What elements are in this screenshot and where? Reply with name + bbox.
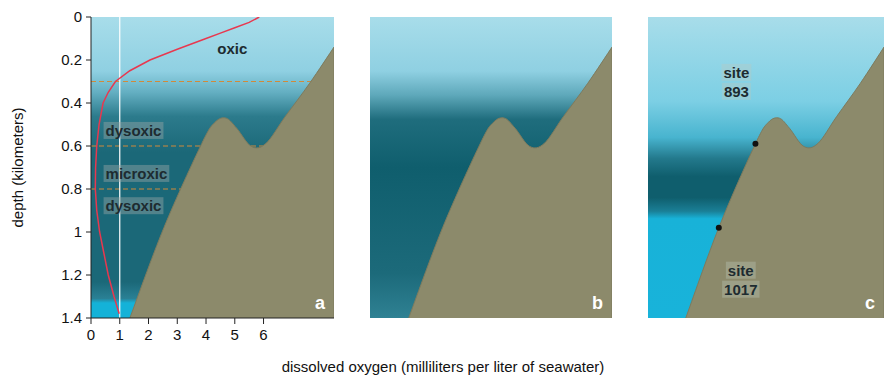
y-tick-label: 1.2 (61, 266, 82, 283)
x-tick-label: 0 (87, 326, 95, 343)
panel-a (91, 17, 334, 318)
y-axis-label: depth (kilometers) (9, 107, 26, 227)
x-tick (148, 318, 149, 324)
zone-label: dysoxic (106, 197, 162, 214)
y-tick (86, 318, 91, 319)
site-label: 893 (724, 83, 749, 100)
x-tick (206, 318, 207, 324)
x-tick (91, 318, 92, 324)
x-axis-label: dissolved oxygen (milliliters per liter … (282, 358, 605, 375)
y-tick (86, 232, 91, 233)
oxygen-profile (95, 17, 259, 314)
sites: site 893 site 1017 (716, 64, 760, 298)
zone-labels: oxic dysoxic microxic dysoxic (104, 40, 248, 214)
x-tick (234, 318, 235, 324)
panel-label: b (592, 293, 603, 313)
site-label: site (728, 262, 754, 279)
label-box (721, 64, 751, 81)
y-axis-line (91, 17, 92, 318)
y-tick (86, 146, 91, 147)
y-tick-label: 0.4 (61, 94, 82, 111)
site-point (752, 141, 758, 147)
x-axis-line (91, 318, 334, 319)
x-tick-label: 5 (231, 326, 239, 343)
zone-boundary (91, 81, 334, 82)
x-tick-label: 3 (173, 326, 181, 343)
zone-label: oxic (217, 40, 247, 57)
x-tick (119, 318, 120, 324)
y-tick (86, 189, 91, 190)
y-tick (86, 103, 91, 104)
axes: 0 0.2 0.4 0.6 0.8 1 1.2 1.4 0 1 2 3 4 5 6 (61, 8, 334, 343)
panel-label: a (315, 293, 326, 313)
y-tick-label: 0.2 (61, 51, 82, 68)
x-tick (177, 318, 178, 324)
y-tick-label: 1 (74, 223, 82, 240)
x-tick-label: 6 (259, 326, 267, 343)
y-tick-label: 0.6 (61, 137, 82, 154)
label-box (722, 281, 759, 298)
seafloor (686, 47, 884, 318)
y-tick-label: 1.4 (61, 309, 82, 326)
y-tick-label: 0 (74, 8, 82, 25)
site-label: site (723, 64, 749, 81)
x-tick (263, 318, 264, 324)
y-tick (86, 17, 91, 18)
panel-c (648, 17, 884, 318)
y-tick (86, 275, 91, 276)
site-point (716, 225, 722, 231)
zone-label: microxic (106, 165, 168, 182)
y-tick (86, 60, 91, 61)
zone-label: dysoxic (106, 122, 162, 139)
y-tick-label: 0.8 (61, 180, 82, 197)
x-tick-label: 4 (202, 326, 210, 343)
panel-b (370, 17, 612, 318)
site-label: 1017 (724, 281, 757, 298)
panel-label: c (865, 293, 875, 313)
x-tick-label: 1 (116, 326, 124, 343)
x-tick-label: 2 (144, 326, 152, 343)
label-box (726, 262, 756, 279)
label-box (104, 197, 164, 214)
seafloor (130, 47, 334, 318)
label-box (104, 165, 170, 182)
seafloor (409, 47, 612, 318)
label-box (722, 83, 751, 100)
figure: oxic dysoxic microxic dysoxic a 0 0.2 0.4 0.6 0.8… (0, 0, 887, 387)
label-box (104, 122, 164, 139)
